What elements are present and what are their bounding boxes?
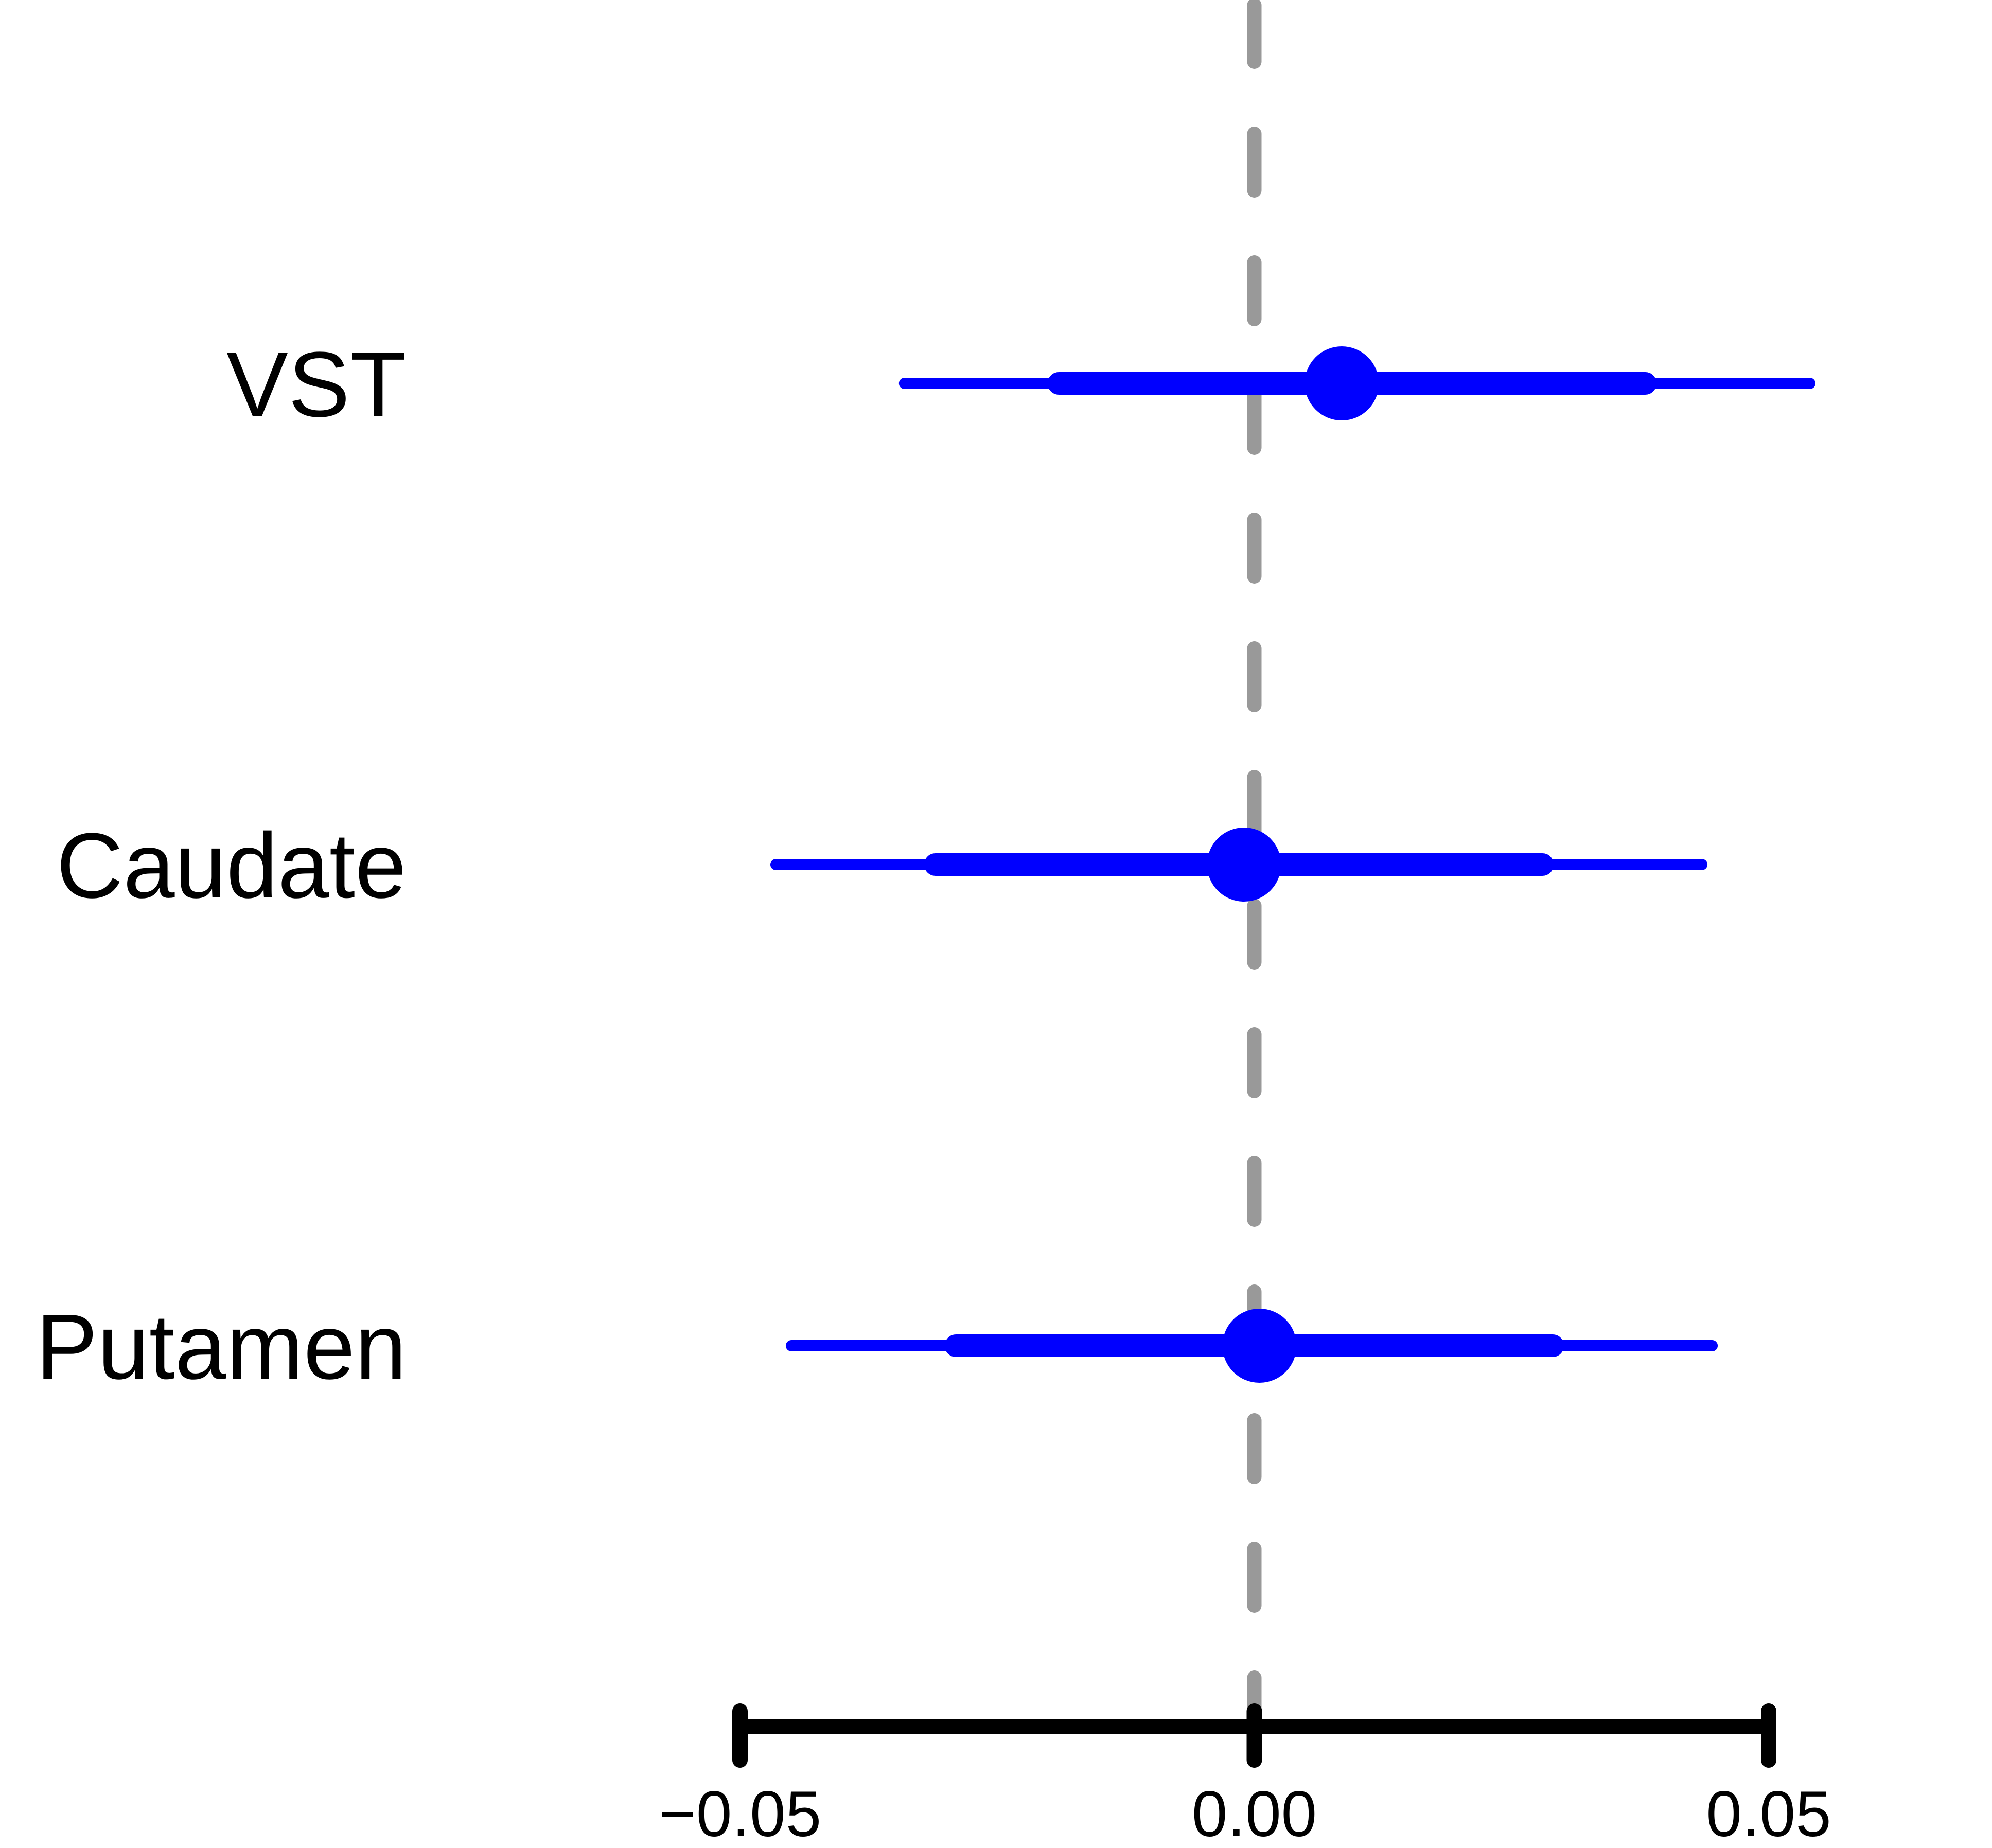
point-estimate-caudate [1207,828,1281,902]
x-tick-label-2: 0.05 [1706,1779,1831,1848]
point-estimate-vst [1305,346,1379,420]
x-tick-label-1: 0.00 [1192,1779,1317,1848]
x-tick-label-0: −0.05 [659,1779,821,1848]
point-estimate-putamen [1222,1309,1297,1383]
category-label-caudate: Caudate [56,814,407,918]
category-label-vst: VST [226,333,407,436]
category-label-putamen: Putamen [36,1295,407,1399]
